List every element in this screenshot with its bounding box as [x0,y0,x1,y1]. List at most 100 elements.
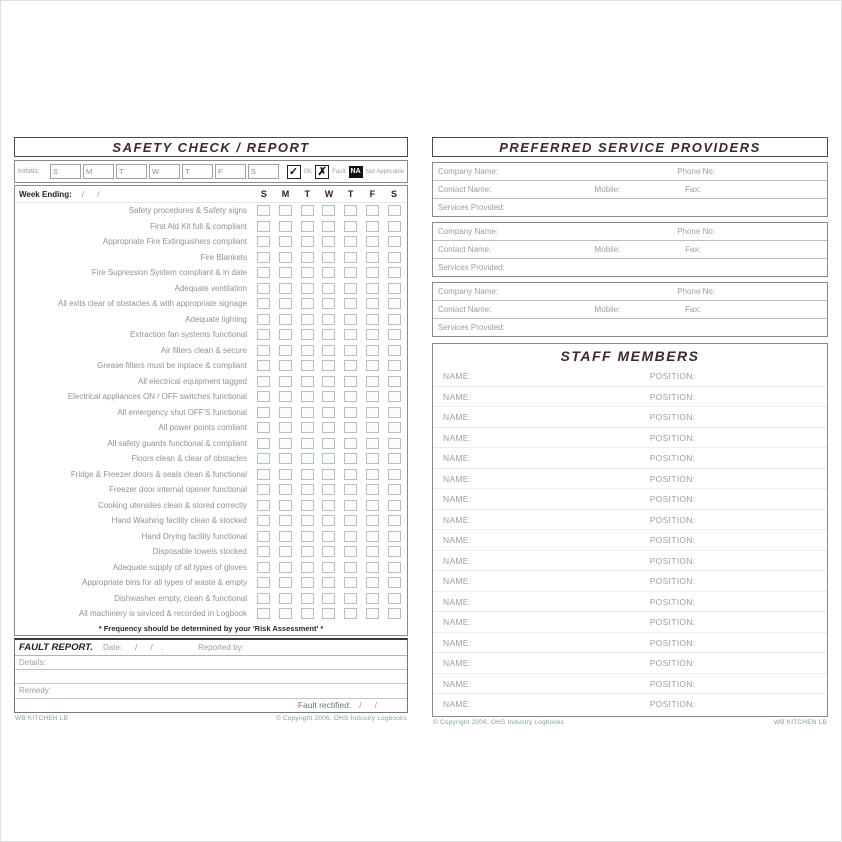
day-checkbox [365,251,379,263]
fax-label: Fax: [685,185,701,194]
day-checkbox [300,592,314,604]
day-checkbox [387,329,401,341]
day-checkbox [300,298,314,310]
day-checkbox [257,329,271,341]
day-checkbox [322,530,336,542]
day-checkbox [300,344,314,356]
day-checkbox [279,298,293,310]
day-checkbox [279,437,293,449]
name-label: NAME: [443,678,472,689]
day-checkbox [257,391,271,403]
day-checkbox [300,220,314,232]
day-checkbox [387,220,401,232]
day-checkbox [387,360,401,372]
day-checkbox [387,561,401,573]
staff-row: NAME: POSITION: [433,530,827,551]
day-checkbox [322,577,336,589]
day-checkbox [322,282,336,294]
day-checkbox [365,298,379,310]
day-checkbox [279,561,293,573]
day-checkbox [257,546,271,558]
checklist-row: All emergency shut OFF'S functional [15,405,407,421]
position-label: POSITION: [649,596,696,607]
day-checkbox [257,267,271,279]
initials-day-box: W [149,164,180,179]
checklist-item-label: Cooking utensiles clean & stored correct… [98,500,247,510]
staff-row: NAME: POSITION: [433,387,827,407]
checkbox-cells [253,298,405,310]
day-checkbox [344,515,358,527]
day-checkbox [365,422,379,434]
fault-date-value: / / . [135,642,164,652]
day-checkbox [257,282,271,294]
checklist-row: Adequate lighting [15,312,407,328]
day-checkbox [344,205,358,217]
checklist-row: All machinery is seviced & recorded in L… [15,606,407,622]
checkbox-cells [253,468,405,480]
day-checkbox [387,453,401,465]
checklist-item-label: All safety guards functional & compliant [107,438,247,448]
day-checkbox [257,530,271,542]
checkbox-cells [253,313,405,325]
checklist-item-label: Air filters clean & secure [160,345,247,355]
day-checkbox [387,344,401,356]
day-checkbox [257,360,271,372]
week-ending-label: Week Ending: [19,189,72,199]
day-column-header: M [281,189,290,199]
marking-legend: ✓ OK ✗ Fault NA Not Applicable [286,164,404,179]
checkbox-cells [253,577,405,589]
checklist-item-label: Fridge & Freezer doors & seals clean & f… [70,469,247,479]
day-checkbox [300,577,314,589]
checklist-item-label: Fire Blankets [200,252,247,262]
day-checkbox [365,546,379,558]
day-checkbox [365,468,379,480]
provider-block: Company Name: Phone No: Contact Name: Mo… [432,222,828,277]
day-checkbox [279,313,293,325]
checklist-row: Appropriate bins for all types of waste … [15,575,407,591]
staff-row: NAME: POSITION: [433,571,827,592]
day-checkbox [344,406,358,418]
day-checkbox [279,391,293,403]
day-column-header: T [304,189,311,199]
day-column-header: S [391,189,398,199]
provider-company-row: Company Name: Phone No: [433,163,827,181]
checklist-item-label: Electrical appliances ON / OFF switches … [67,392,247,402]
checklist-row: Disposable towels stocked [15,544,407,560]
checkbox-cells [253,406,405,418]
position-label: POSITION: [649,658,696,668]
day-checkbox [387,530,401,542]
services-provided-label: Services Provided: [438,323,505,332]
day-checkbox [344,391,358,403]
day-checkbox [365,267,379,279]
day-checkbox [300,468,314,480]
staff-rows: NAME: POSITION: NAME: POSITION: NAME: PO… [433,366,827,714]
day-checkbox [387,267,401,279]
day-column-header: W [324,189,334,199]
provider-contact-row: Contact Name: Mobile: Fax: [433,181,827,199]
day-checkbox [300,499,314,511]
details-label: Details: [15,656,407,670]
day-checkbox [322,592,336,604]
day-checkbox [300,205,314,217]
checklist-item-label: Disposable towels stocked [152,547,247,557]
staff-row: NAME: POSITION: [433,551,827,571]
day-checkbox [257,515,271,527]
checklist-item-label: Fire Supression System compliant & in da… [91,268,247,278]
checklist-item-label: Adequate supply of all types of gloves [112,562,247,572]
day-checkbox [387,484,401,496]
day-checkbox [257,344,271,356]
checklist-row: All power points comliant [15,420,407,436]
day-checkbox [300,251,314,263]
provider-block: Company Name: Phone No: Contact Name: Mo… [432,282,828,337]
day-checkbox [257,298,271,310]
checklist-row: Safety procedures & Safety signs [15,203,407,219]
day-checkbox [344,344,358,356]
day-checkbox [279,220,293,232]
day-checkbox [365,313,379,325]
day-checkbox [387,282,401,294]
name-label: NAME: [443,473,472,484]
checkbox-cells [253,437,405,449]
day-checkbox [365,220,379,232]
day-checkbox [344,236,358,248]
day-checkbox [300,391,314,403]
